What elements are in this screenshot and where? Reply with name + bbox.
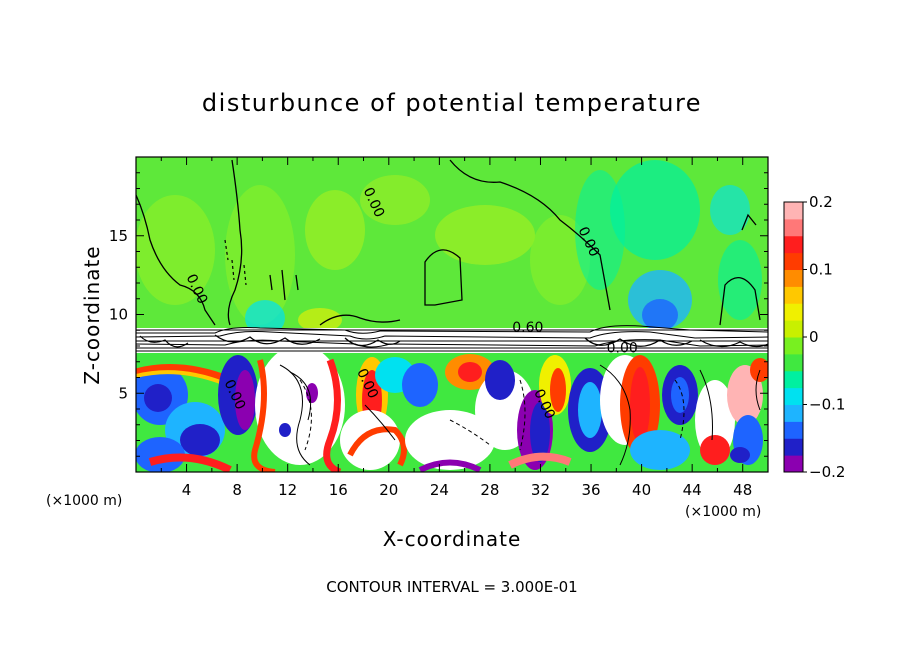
colorbar-swatch (784, 353, 803, 372)
x-tick-label: 28 (480, 481, 499, 499)
x-tick-label: 24 (430, 481, 449, 499)
lower-layer-field (136, 353, 768, 472)
upper-layer-patches (136, 160, 762, 336)
y-tick-label: 10 (109, 306, 128, 324)
x-tick-label: 32 (531, 481, 550, 499)
colorbar-swatch (784, 455, 803, 473)
colorbar-swatch (784, 235, 803, 254)
colorbar-tick-label: 0.1 (809, 261, 833, 279)
plot-area: 0.000.000.000.60−0.000.00 0.000.00 (136, 157, 768, 472)
x-tick-label: 48 (733, 481, 752, 499)
x-tick-label: 12 (278, 481, 297, 499)
x-tick-label: 4 (182, 481, 192, 499)
y-axis-label: Z-coordinate (80, 245, 104, 384)
x-tick-label: 16 (329, 481, 348, 499)
x-unit-left: (×1000 m) (46, 493, 122, 509)
x-tick-label: 20 (379, 481, 398, 499)
colorbar-swatch (784, 252, 803, 271)
colorbar-swatch (784, 387, 803, 406)
inversion-band-contours (136, 325, 768, 352)
colorbar-swatch (784, 438, 803, 456)
x-axis-label: X-coordinate (383, 527, 522, 551)
y-tick-label: 5 (118, 384, 128, 402)
lower-contours (279, 364, 761, 466)
lower-dashed-contours (299, 379, 685, 451)
colorbar-tick-label: 0.2 (809, 193, 833, 211)
colorbar-swatch (784, 269, 803, 287)
colorbar: 0.2 0.1 0 −0.1 −0.2 (783, 193, 845, 481)
contour-label: −0.00 (595, 340, 638, 356)
colorbar-swatch (784, 320, 803, 338)
chart-title: disturbunce of potential temperature (202, 89, 702, 117)
colorbar-swatch (784, 421, 803, 439)
x-tick-label: 40 (632, 481, 651, 499)
contour-label: 0.60 (512, 320, 543, 336)
x-axis: 4 8 12 16 20 24 28 32 36 40 44 48 (160, 157, 752, 499)
y-tick-label: 15 (109, 227, 128, 245)
colorbar-tick-label: 0 (809, 328, 819, 346)
colorbar-tick-label: −0.2 (809, 463, 845, 481)
colorbar-swatch (784, 337, 803, 355)
contour-interval-note: CONTOUR INTERVAL = 3.000E-01 (326, 578, 577, 596)
colorbar-swatch (784, 286, 803, 304)
x-unit-right: (×1000 m) (685, 504, 761, 520)
colorbar-swatch (784, 303, 803, 321)
x-tick-label: 36 (581, 481, 600, 499)
y-axis: 5 10 15 (109, 172, 768, 457)
colorbar-swatch (784, 202, 803, 220)
colorbar-swatch (784, 370, 803, 389)
colorbar-tick-label: −0.1 (809, 396, 845, 414)
x-tick-label: 8 (232, 481, 242, 499)
upper-contours (136, 159, 761, 326)
x-tick-label: 44 (683, 481, 702, 499)
colorbar-swatch (784, 218, 803, 237)
colorbar-swatch (784, 404, 803, 422)
